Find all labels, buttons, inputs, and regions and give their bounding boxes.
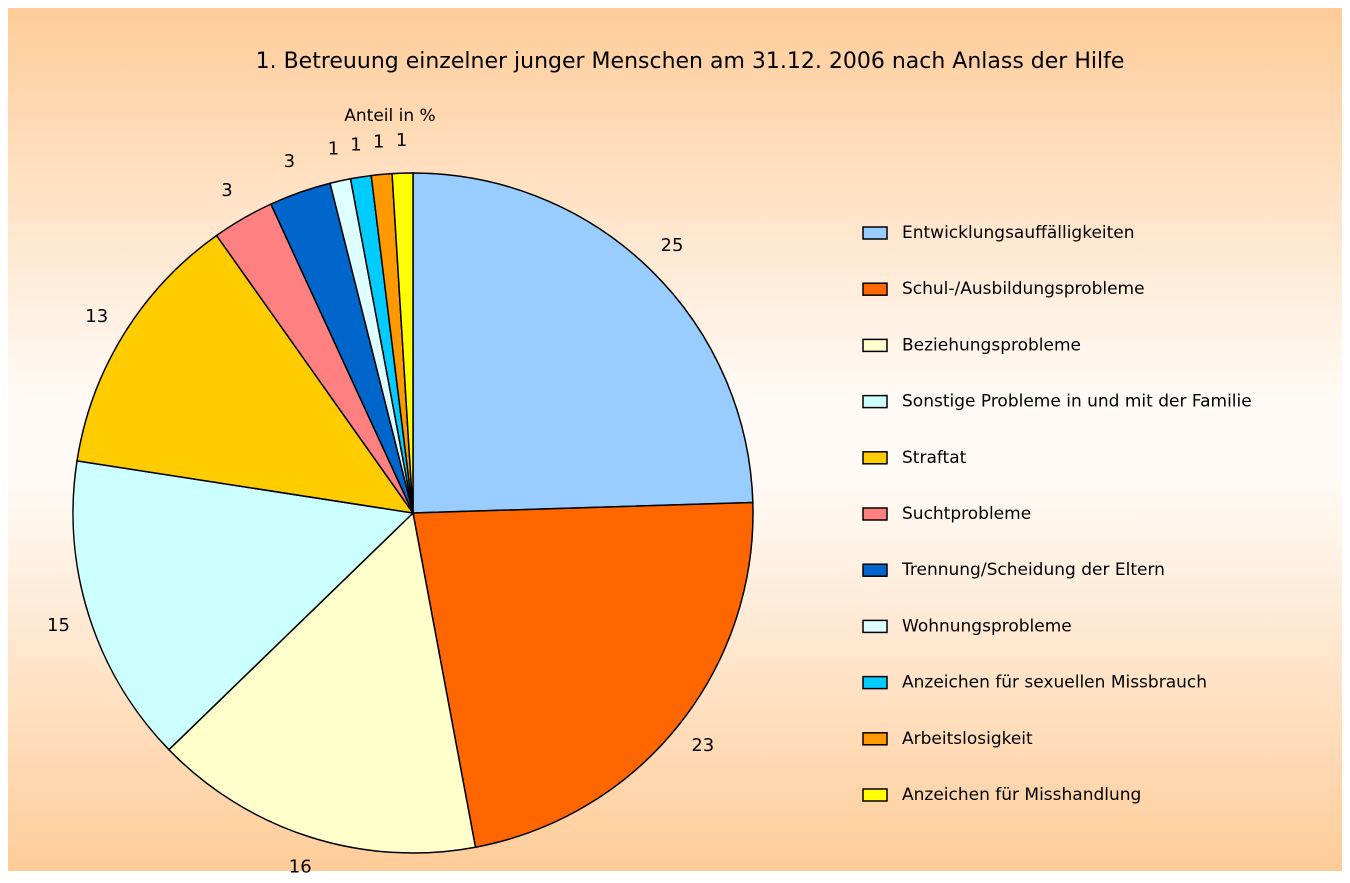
data-label: 15 [47, 615, 70, 636]
data-label: 1 [328, 139, 339, 160]
data-label: 25 [661, 235, 684, 256]
legend-swatch [862, 675, 888, 690]
legend-label: Trennung/Scheidung der Eltern [901, 560, 1165, 580]
legend-label: Straftat [902, 448, 967, 468]
pie-slice [391, 172, 414, 514]
legend-label: Wohnungsprobleme [902, 616, 1072, 636]
data-label: 1 [350, 134, 361, 155]
legend-swatch [862, 732, 888, 746]
data-label: 3 [284, 151, 295, 172]
legend-swatch [862, 507, 888, 521]
legend-label: Beziehungsprobleme [902, 335, 1081, 355]
data-label: 1 [396, 130, 407, 151]
pie-slice [76, 234, 415, 515]
legend-swatch [862, 619, 888, 634]
data-label: 3 [221, 180, 232, 201]
chart-title: 1. Betreuung einzelner junger Menschen a… [256, 49, 1125, 74]
legend-swatch [862, 282, 888, 296]
pie-slice [412, 501, 754, 849]
legend-label: Entwicklungsauffälligkeiten [902, 223, 1135, 243]
pie-slice [167, 511, 477, 854]
data-label: 16 [289, 856, 312, 877]
legend-label: Sonstige Probleme in und mit der Familie [902, 392, 1252, 412]
legend-label: Anzeichen für sexuellen Missbrauch [902, 673, 1207, 693]
legend-label: Arbeitslosigkeit [902, 729, 1033, 749]
data-label: 23 [691, 735, 714, 756]
pie-slice [412, 172, 754, 514]
data-label: 1 [373, 132, 384, 153]
legend-label: Anzeichen für Misshandlung [902, 785, 1141, 805]
legend-swatch [862, 338, 888, 353]
pie-slice [72, 459, 415, 751]
legend-label: Schul-/Ausbildungsprobleme [902, 279, 1145, 299]
legend-swatch [862, 563, 888, 577]
legend-swatch [862, 394, 888, 409]
chart-subtitle: Anteil in % [344, 106, 435, 126]
legend-swatch [862, 226, 888, 240]
legend-label: Suchtprobleme [902, 504, 1031, 524]
data-label: 13 [85, 306, 108, 327]
legend-swatch [862, 788, 888, 802]
legend-swatch [862, 451, 888, 465]
